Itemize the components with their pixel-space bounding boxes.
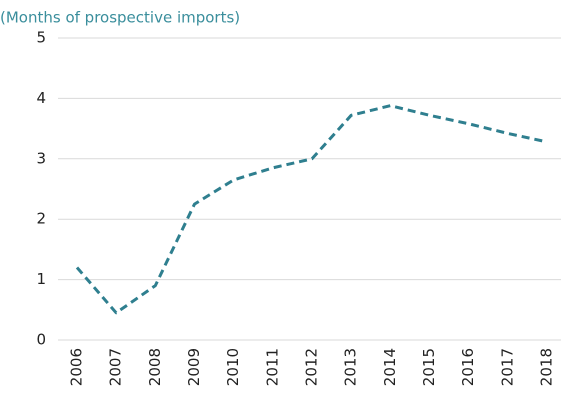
x-tick-label: 2008 [146,348,164,386]
x-tick-label: 2018 [538,348,556,386]
x-tick-label: 2013 [342,348,360,386]
chart-subtitle: (Months of prospective imports) [0,9,240,27]
x-tick-label: 2009 [185,348,203,386]
x-tick-label: 2016 [459,348,477,386]
x-tick-label: 2010 [224,348,242,386]
y-tick-label: 4 [36,89,46,107]
x-tick-label: 2017 [498,348,516,386]
x-tick-label: 2015 [420,348,438,386]
y-tick-label: 5 [36,29,46,47]
line [75,104,548,315]
y-tick-label: 1 [36,270,46,288]
y-tick-label: 3 [36,149,46,167]
x-tick-label: 2012 [303,348,321,386]
x-tick-label: 2006 [68,348,86,386]
x-tick-label: 2007 [107,348,125,386]
y-tick-label: 2 [36,210,46,228]
y-tick-label: 0 [36,331,46,349]
x-tick-label: 2014 [381,348,399,386]
x-tick-label: 2011 [263,348,281,386]
